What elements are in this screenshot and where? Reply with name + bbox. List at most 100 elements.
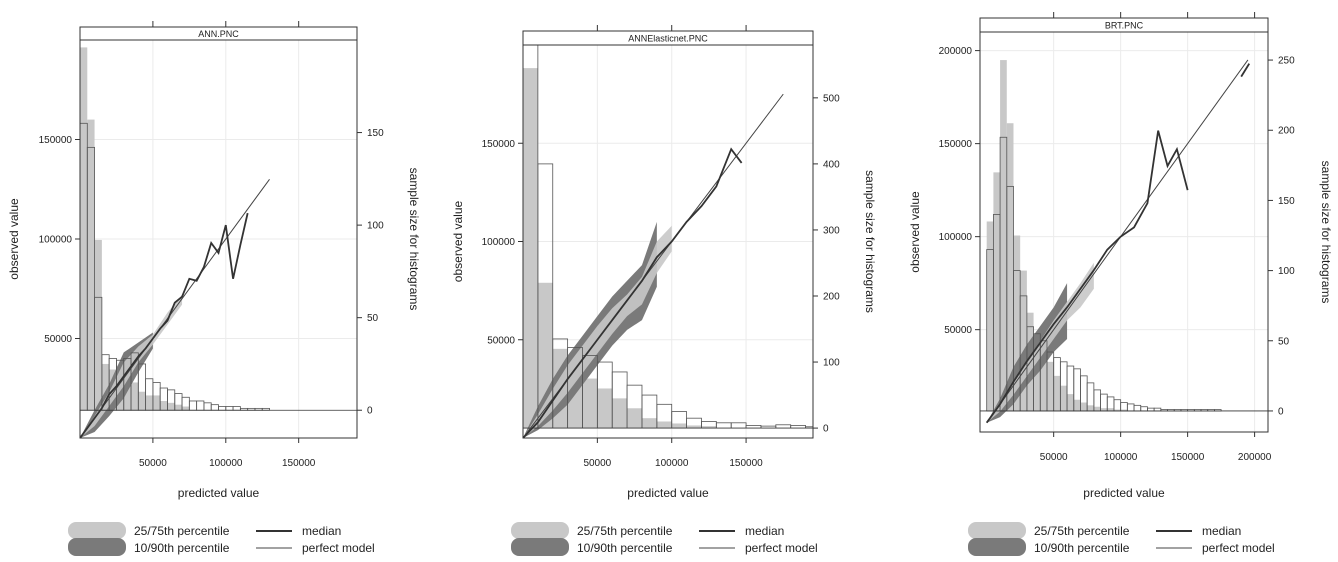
- histogram-bar-outline: [1126, 403, 1135, 412]
- histogram-bar-outline: [1147, 407, 1155, 412]
- y2-axis-title: sample size for histograms: [407, 168, 421, 311]
- histogram-bar-grey: [1013, 235, 1021, 411]
- histogram-bar-grey: [1020, 270, 1027, 411]
- x-axis-title: predicted value: [178, 486, 260, 500]
- x-tick-label: 50000: [1040, 452, 1068, 463]
- legend-swatch-25-75: [511, 522, 569, 539]
- x-tick-label: 100000: [655, 458, 689, 469]
- y-tick-label: 150000: [482, 139, 516, 150]
- legend-label-perfect-model: perfect model: [302, 541, 375, 555]
- y-axis-title: observed value: [451, 200, 465, 282]
- histogram-bar-grey: [612, 398, 628, 429]
- y2-tick-label: 250: [1278, 56, 1295, 67]
- median-line: [985, 130, 1189, 424]
- histogram-bar-grey: [145, 395, 153, 411]
- x-tick-label: 50000: [583, 458, 611, 469]
- histogram-bar-outline: [210, 404, 219, 411]
- histogram-bar-grey: [94, 239, 102, 411]
- histogram-bar-grey: [523, 68, 538, 429]
- histogram-bar-grey: [993, 172, 1001, 411]
- histogram-bar-grey: [1067, 394, 1074, 411]
- histogram-bar-grey: [582, 378, 598, 429]
- legend-label-median: median: [1202, 524, 1241, 538]
- histogram-bar-grey: [1093, 406, 1101, 411]
- histogram-bar-grey: [1073, 399, 1081, 411]
- histogram-bar-grey: [627, 408, 642, 429]
- y2-tick-label: 100: [1278, 266, 1295, 277]
- legend-label-25-75: 25/75th percentile: [134, 524, 230, 538]
- histogram-bar-grey: [1053, 375, 1061, 411]
- histogram-bar-grey: [101, 363, 110, 411]
- histogram-bar-grey: [671, 423, 687, 429]
- histogram-bar-outline: [218, 406, 227, 411]
- histogram-bar-outline: [1140, 406, 1148, 412]
- band-25-75: [523, 225, 672, 438]
- histogram-bar-grey: [1113, 409, 1121, 411]
- histogram-bar-grey: [138, 391, 146, 411]
- legend-swatch-25-75: [968, 522, 1026, 539]
- histogram-bar-grey: [1060, 385, 1068, 411]
- histogram-bar-grey: [182, 406, 190, 411]
- median-line-upper: [1240, 63, 1251, 78]
- y2-tick-label: 200: [1278, 126, 1295, 137]
- histogram-bar-grey: [1080, 402, 1088, 411]
- y2-tick-label: 200: [823, 291, 840, 302]
- histogram-bar-outline: [1133, 404, 1142, 412]
- histogram-bar-grey: [131, 382, 139, 411]
- histogram-bar-grey: [1087, 405, 1094, 411]
- strip: [522, 30, 814, 46]
- histogram-bar-grey: [1046, 361, 1054, 411]
- histogram-bar-grey: [656, 421, 672, 429]
- histogram-bar-grey: [686, 425, 702, 429]
- legend-label-perfect-model: perfect model: [1202, 541, 1275, 555]
- y2-tick-label: 50: [367, 313, 379, 324]
- histogram-bar-grey: [641, 418, 657, 429]
- y2-tick-label: 150: [1278, 196, 1295, 207]
- histogram-bar-grey: [1107, 408, 1114, 411]
- strip-label: ANN.PNC: [198, 29, 239, 39]
- y2-axis-title: sample size for histograms: [863, 170, 877, 313]
- y2-tick-label: 300: [823, 225, 840, 236]
- y-axis-title: observed value: [908, 191, 922, 273]
- perfect-model-line: [80, 179, 270, 438]
- legend-swatch-25-75: [68, 522, 126, 539]
- legend: 25/75th percentile 10/90th percentile medi…: [968, 522, 1275, 556]
- y-axis-title: observed value: [7, 198, 21, 280]
- histogram-bar-grey: [174, 404, 183, 411]
- y2-tick-label: 50: [1278, 336, 1290, 347]
- legend-swatch-10-90: [68, 538, 126, 556]
- histogram-bar-grey: [1120, 409, 1128, 411]
- median-line: [523, 147, 743, 438]
- x-tick-label: 100000: [209, 458, 243, 469]
- histogram-bar-grey: [1000, 60, 1007, 411]
- y2-tick-label: 0: [367, 406, 373, 417]
- histogram-bar-grey: [80, 47, 88, 411]
- y2-tick-label: 500: [823, 93, 840, 104]
- y-tick-label: 200000: [939, 46, 973, 57]
- y2-axis-title: sample size for histograms: [1319, 161, 1333, 304]
- y2-tick-label: 100: [823, 358, 840, 369]
- histogram-bar-outline: [232, 406, 241, 411]
- panel-1: ANN.PNC 50000 100000 150000 50000 100000 15000…: [7, 21, 421, 556]
- histogram-bar-grey: [701, 426, 717, 429]
- y2-tick-label: 0: [1278, 406, 1284, 417]
- x-tick-label: 200000: [1238, 452, 1272, 463]
- panel-2: ANNElasticnet.PNC 50000 100000 150000 50000 1…: [451, 25, 877, 556]
- histogram-bar-grey: [87, 119, 95, 411]
- plot-area: [80, 47, 357, 438]
- histogram-bar-grey: [160, 400, 168, 411]
- histogram-bar-outline: [715, 422, 732, 429]
- histogram-bar-grey: [986, 221, 994, 411]
- strip: [979, 17, 1269, 33]
- y2-tick-label: 100: [367, 221, 384, 232]
- plot-area: [980, 59, 1268, 424]
- legend-label-median: median: [745, 524, 784, 538]
- histogram-bar-outline: [775, 424, 792, 429]
- histogram-bar-grey: [1100, 408, 1108, 411]
- legend-label-perfect-model: perfect model: [745, 541, 818, 555]
- x-tick-label: 150000: [282, 458, 316, 469]
- y-tick-label: 50000: [44, 334, 72, 345]
- histogram-bar-grey: [1006, 123, 1014, 411]
- legend-label-10-90: 10/90th percentile: [577, 541, 673, 555]
